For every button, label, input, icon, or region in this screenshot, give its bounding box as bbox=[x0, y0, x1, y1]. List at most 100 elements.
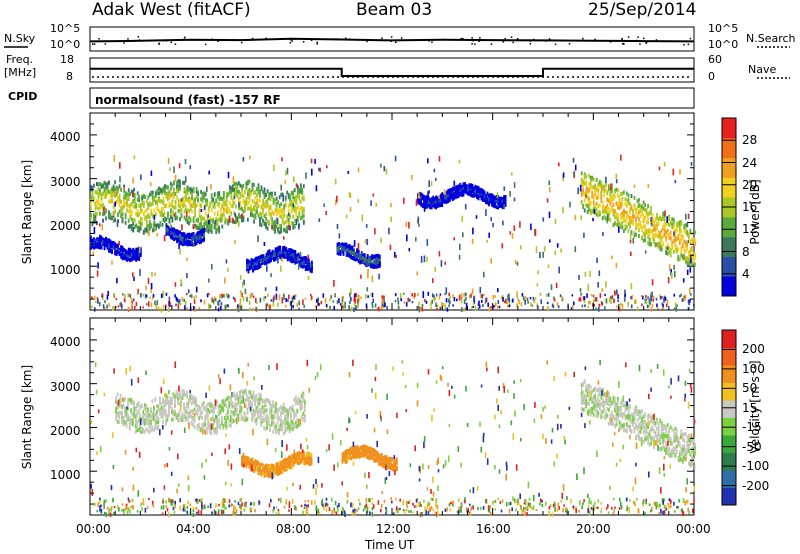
power-pixel bbox=[296, 204, 299, 209]
power-pixel bbox=[287, 195, 290, 200]
power-pixel bbox=[286, 218, 289, 223]
power-pixel bbox=[99, 239, 101, 244]
power-pixel bbox=[282, 254, 285, 259]
power-pixel bbox=[204, 211, 207, 216]
power-pixel bbox=[148, 203, 151, 207]
power-pixel bbox=[639, 206, 642, 211]
power-pixel bbox=[638, 217, 640, 222]
power-pixel bbox=[677, 247, 680, 252]
ground-echo-pixel bbox=[679, 294, 681, 298]
ground-echo-pixel bbox=[506, 305, 509, 308]
velocity-pixel bbox=[204, 419, 207, 423]
echo-pixel bbox=[605, 281, 607, 288]
ground-echo-pixel bbox=[524, 296, 527, 300]
power-pixel bbox=[114, 246, 116, 251]
ground-echo-pixel bbox=[465, 292, 467, 296]
power-pixel bbox=[607, 212, 610, 217]
power-pixel bbox=[456, 184, 459, 189]
power-pixel bbox=[262, 199, 264, 203]
echo-pixel bbox=[453, 237, 455, 241]
ground-echo-pixel bbox=[403, 301, 406, 304]
power-pixel bbox=[675, 227, 678, 232]
power-pixel bbox=[210, 229, 213, 234]
echo-pixel bbox=[458, 294, 461, 301]
power-pixel bbox=[258, 262, 260, 267]
velocity-pixel bbox=[131, 401, 134, 406]
noise-dot bbox=[545, 40, 547, 42]
power-pixel bbox=[97, 191, 100, 196]
ground-echo-pixel bbox=[236, 307, 238, 310]
power-pixel bbox=[99, 188, 101, 193]
power-pixel bbox=[659, 237, 662, 242]
power-pixel bbox=[686, 230, 689, 235]
ground-echo-pixel bbox=[198, 306, 201, 310]
ground-echo-pixel bbox=[290, 301, 293, 304]
power-pixel bbox=[270, 252, 272, 257]
power-pixel bbox=[145, 214, 148, 219]
power-pixel bbox=[177, 231, 180, 236]
ground-echo-pixel bbox=[649, 292, 652, 296]
power-pixel bbox=[589, 200, 592, 205]
ground-echo-pixel bbox=[516, 295, 519, 299]
ground-echo-pixel bbox=[534, 297, 537, 300]
power-pixel bbox=[629, 216, 631, 220]
echo-pixel bbox=[674, 270, 676, 278]
power-pixel bbox=[200, 197, 202, 202]
power-pixel bbox=[439, 203, 442, 207]
power-pixel bbox=[656, 226, 658, 231]
power-pixel bbox=[288, 253, 291, 258]
noise-dot bbox=[174, 43, 177, 45]
velocity-pixel bbox=[189, 395, 191, 400]
echo-pixel bbox=[148, 229, 150, 237]
echo-pixel bbox=[601, 186, 603, 192]
echo-pixel bbox=[375, 202, 377, 207]
noise-dot bbox=[265, 37, 267, 40]
ground-echo-pixel bbox=[595, 307, 597, 311]
power-pixel bbox=[686, 223, 689, 228]
power-pixel bbox=[197, 225, 199, 230]
power-pixel bbox=[132, 199, 135, 203]
echo-pixel bbox=[383, 303, 385, 308]
power-pixel bbox=[612, 202, 615, 207]
power-pixel bbox=[201, 238, 204, 243]
echo-pixel bbox=[211, 263, 213, 270]
power-pixel bbox=[96, 212, 98, 216]
power-pixel bbox=[170, 230, 172, 235]
echo-pixel bbox=[630, 283, 633, 290]
echo-pixel bbox=[260, 258, 263, 263]
echo-pixel bbox=[242, 157, 245, 162]
power-pixel bbox=[183, 232, 186, 237]
power-pixel bbox=[265, 252, 268, 257]
power-pixel bbox=[633, 214, 636, 219]
echo-pixel bbox=[132, 227, 135, 233]
power-pixel bbox=[219, 208, 222, 213]
power-pixel bbox=[636, 206, 639, 211]
power-pixel bbox=[586, 190, 589, 194]
power-pixel bbox=[210, 199, 213, 204]
power-pixel bbox=[684, 240, 687, 245]
ground-echo-pixel bbox=[441, 302, 443, 308]
echo-pixel bbox=[426, 256, 428, 263]
velocity-pixel bbox=[217, 406, 220, 411]
power-pixel bbox=[144, 209, 147, 214]
power-pixel bbox=[161, 199, 163, 204]
power-pixel bbox=[114, 250, 116, 255]
power-pixel bbox=[248, 206, 251, 211]
echo-pixel bbox=[462, 232, 464, 238]
power-pixel bbox=[623, 190, 625, 195]
ground-echo-pixel bbox=[217, 301, 219, 306]
power-pixel bbox=[242, 218, 245, 222]
velocity-pixel bbox=[219, 403, 222, 408]
power-pixel bbox=[197, 217, 199, 222]
power-pixel bbox=[311, 269, 313, 274]
power-pixel bbox=[694, 239, 696, 244]
velocity-pixel bbox=[198, 404, 200, 409]
power-pixel bbox=[203, 237, 205, 242]
power-pixel bbox=[138, 204, 141, 208]
power-pixel bbox=[100, 196, 103, 200]
power-pixel bbox=[633, 195, 636, 200]
echo-pixel bbox=[556, 243, 559, 248]
power-pixel bbox=[130, 257, 133, 262]
power-pixel bbox=[109, 194, 112, 199]
power-pixel bbox=[614, 215, 616, 219]
